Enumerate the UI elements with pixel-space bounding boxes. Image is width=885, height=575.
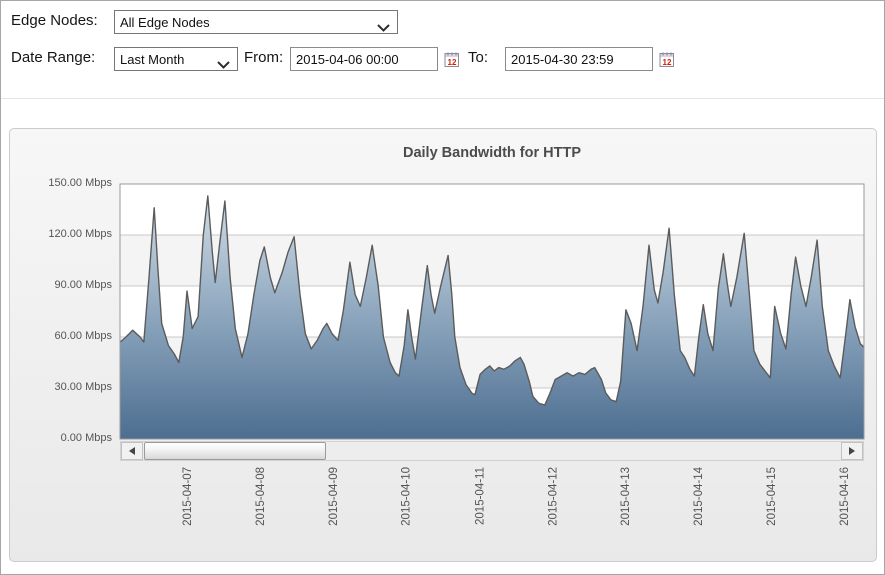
edge-nodes-selected-value: All Edge Nodes bbox=[120, 15, 210, 30]
y-axis-label: 30.00 Mbps bbox=[54, 381, 112, 393]
chart-title: Daily Bandwidth for HTTP bbox=[402, 145, 582, 161]
plot-border bbox=[119, 183, 865, 440]
from-label: From: bbox=[244, 49, 284, 66]
edge-nodes-label: Edge Nodes: bbox=[11, 12, 98, 29]
svg-text:12: 12 bbox=[663, 58, 672, 67]
y-axis-label: 60.00 Mbps bbox=[54, 330, 112, 342]
y-axis-label: 150.00 Mbps bbox=[48, 177, 112, 189]
area-series-fill bbox=[120, 195, 864, 439]
date-range-label: Date Range: bbox=[11, 49, 96, 66]
bandwidth-chart-panel: Daily Bandwidth for HTTP 2015-04-07 2015-… bbox=[9, 128, 877, 562]
section-divider bbox=[1, 98, 884, 99]
to-calendar-button[interactable]: 12 bbox=[659, 51, 675, 68]
chevron-down-icon bbox=[377, 19, 390, 37]
date-range-selected-value: Last Month bbox=[120, 52, 185, 67]
date-range-select[interactable]: Last Month bbox=[114, 47, 238, 71]
y-axis-label: 120.00 Mbps bbox=[48, 228, 112, 240]
scrollbar-thumb[interactable] bbox=[144, 442, 326, 460]
calendar-icon: 12 bbox=[444, 52, 460, 71]
x-axis-label: 2015-04-08 bbox=[255, 467, 267, 526]
x-axis-label: 2015-04-13 bbox=[620, 467, 632, 526]
x-axis-label: 2015-04-07 bbox=[182, 467, 194, 526]
calendar-icon: 12 bbox=[659, 52, 675, 71]
chart-horizontal-scrollbar[interactable] bbox=[120, 441, 864, 461]
svg-text:12: 12 bbox=[448, 58, 457, 67]
x-axis-label: 2015-04-09 bbox=[328, 467, 340, 526]
x-axis-label: 2015-04-11 bbox=[474, 467, 486, 525]
from-calendar-button[interactable]: 12 bbox=[444, 51, 460, 68]
edge-nodes-select[interactable]: All Edge Nodes bbox=[114, 10, 398, 34]
chevron-down-icon bbox=[217, 56, 230, 74]
scroll-right-button[interactable] bbox=[841, 442, 863, 460]
y-axis-label: 90.00 Mbps bbox=[54, 279, 112, 291]
scroll-left-button[interactable] bbox=[121, 442, 143, 460]
x-axis-label: 2015-04-16 bbox=[839, 467, 851, 526]
scroll-left-icon bbox=[129, 447, 135, 455]
plot-band bbox=[120, 235, 864, 286]
x-axis-label: 2015-04-12 bbox=[547, 467, 559, 526]
bandwidth-area-chart: 2015-04-07 2015-04-08 2015-04-09 2015-04-10… bbox=[119, 183, 865, 526]
x-axis-label: 2015-04-14 bbox=[693, 466, 705, 525]
x-axis-label: 2015-04-15 bbox=[766, 467, 778, 526]
y-axis-label: 0.00 Mbps bbox=[60, 432, 112, 444]
area-series-line bbox=[119, 195, 865, 406]
scroll-right-icon bbox=[849, 447, 855, 455]
x-axis-label: 2015-04-10 bbox=[401, 467, 413, 526]
to-label: To: bbox=[468, 49, 489, 66]
to-date-input[interactable] bbox=[505, 47, 653, 71]
from-date-input[interactable] bbox=[290, 47, 438, 71]
